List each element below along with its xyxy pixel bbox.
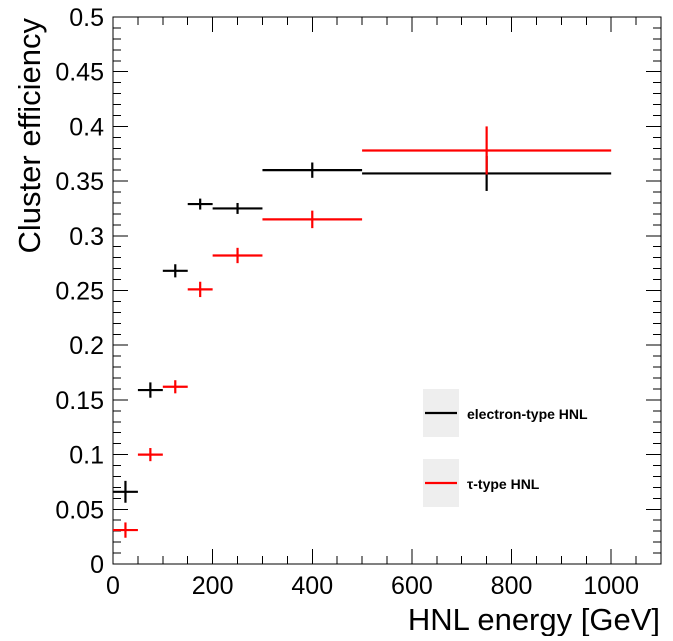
y-tick-label: 0.25 (55, 278, 104, 306)
axes-layer: 0 200 400 600 800 1000 0 0.05 0.1 0.15 0.2 0.25 0.3 0… (55, 4, 662, 600)
y-tick-label: 0.2 (69, 332, 104, 360)
legend-label: τ-type HNL (467, 476, 540, 492)
x-tick-label: 800 (491, 572, 533, 600)
data-point (137, 382, 163, 398)
legend-label: electron-type HNL (467, 406, 588, 422)
y-tick-label: 0.45 (55, 59, 104, 87)
legend-layer: electron-type HNL τ-type HNL (423, 389, 588, 507)
data-point (212, 247, 263, 264)
y-tick-label: 0.05 (55, 496, 104, 524)
data-point (162, 380, 188, 394)
data-point (162, 264, 188, 278)
x-tick-label: 400 (291, 572, 333, 600)
x-axis-title: HNL energy [GeV] (408, 602, 660, 636)
y-tick-label: 0.1 (69, 442, 104, 470)
data-point (187, 281, 213, 298)
y-tick-label: 0.4 (69, 113, 104, 141)
data-point (137, 448, 163, 462)
y-tick-label: 0.15 (55, 387, 104, 415)
x-tick-label: 600 (391, 572, 433, 600)
data-point (262, 162, 363, 178)
data-layer (113, 126, 612, 538)
data-point (362, 126, 612, 175)
data-point (187, 198, 213, 210)
y-axis-title: Cluster efficiency (12, 18, 47, 254)
data-point (113, 522, 138, 538)
data-point (113, 480, 138, 503)
y-tick-label: 0 (90, 551, 104, 579)
data-point (212, 202, 263, 214)
data-point (262, 210, 363, 229)
x-tick-label: 1000 (583, 572, 639, 600)
x-tick-label: 200 (192, 572, 234, 600)
y-tick-label: 0.3 (69, 223, 104, 251)
x-tick-label: 0 (106, 572, 120, 600)
y-tick-label: 0.5 (69, 4, 104, 32)
y-tick-label: 0.35 (55, 168, 104, 196)
